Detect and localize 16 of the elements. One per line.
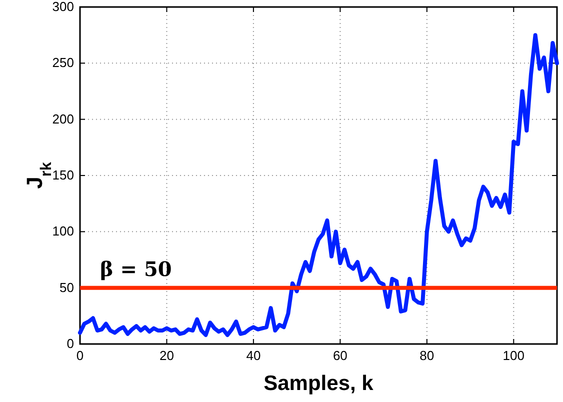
y-tick-label: 300 (52, 0, 74, 14)
y-tick-label: 0 (66, 336, 74, 351)
y-tick-label: 100 (52, 224, 74, 239)
y-tick-label: 250 (52, 55, 74, 70)
x-tick-label: 0 (76, 348, 84, 363)
line-series (78, 33, 559, 338)
x-tick-label: 100 (502, 348, 524, 363)
y-tick-label: 50 (60, 280, 74, 295)
y-tick-label: 150 (52, 168, 74, 182)
y-tick-label: 200 (52, 111, 74, 126)
x-tick-label: 20 (159, 348, 174, 363)
x-tick-label: 80 (420, 348, 434, 363)
x-tick-label: 60 (332, 348, 348, 363)
ref-line-label: β = 50 (100, 256, 172, 281)
x-tick-label: 40 (246, 348, 261, 363)
x-axis-title: Samples, k (264, 372, 374, 395)
